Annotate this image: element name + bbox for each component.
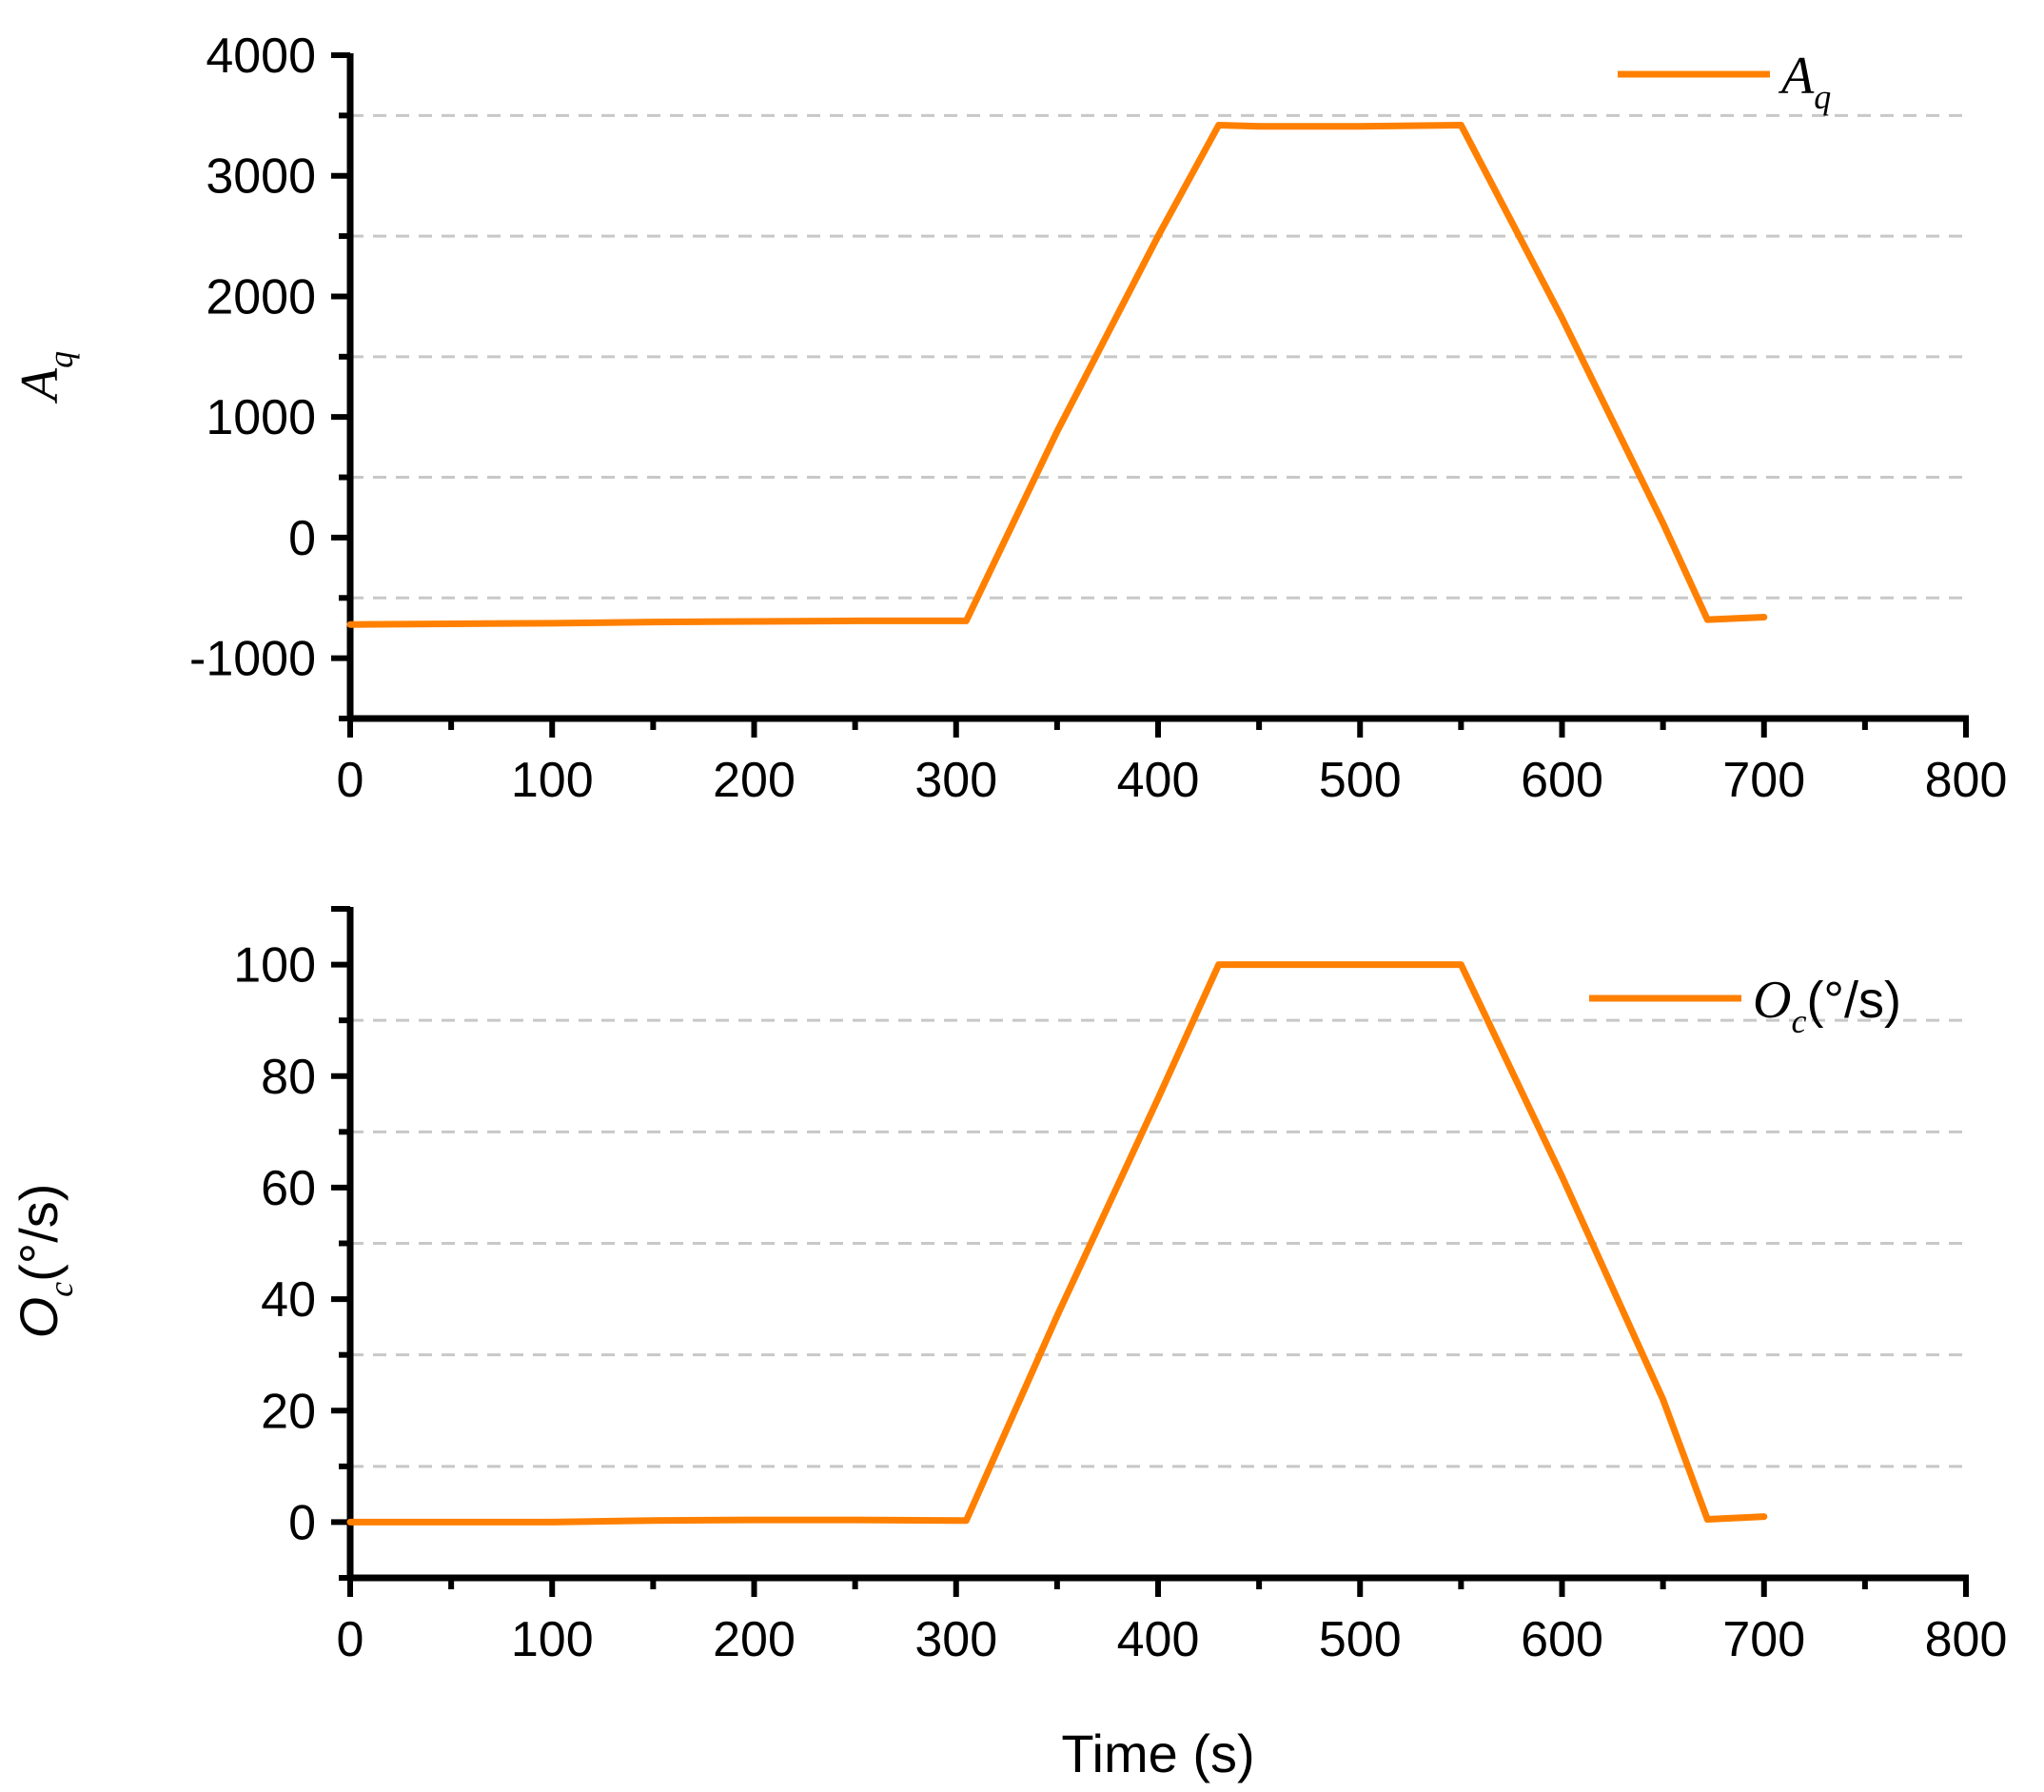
x-tick-label: 200: [713, 1612, 796, 1667]
x-tick-label: 500: [1319, 753, 1402, 808]
y-tick-label: -1000: [189, 632, 316, 687]
y-tick-label: 40: [261, 1272, 316, 1328]
x-tick-label: 700: [1722, 753, 1805, 808]
x-tick-label: 800: [1925, 1612, 2008, 1667]
y-axis-title: Oc(°/s): [9, 1184, 80, 1339]
x-tick-label: 400: [1117, 753, 1200, 808]
chart-panel-1: -1000 0 1000 2000 3000 4000 0 100 200 300 400 500 60…: [10, 29, 2007, 808]
y-tick-label: 20: [261, 1384, 316, 1439]
y-tick-label: 1000: [206, 390, 316, 445]
series-line-1: [346, 961, 1768, 1526]
x-tick-label: 700: [1722, 1612, 1805, 1667]
x-tick-label: 400: [1117, 1612, 1200, 1667]
y-tick-label: 80: [261, 1050, 316, 1105]
y-tick-label: 100: [233, 938, 316, 994]
y-tick-label: 60: [261, 1161, 316, 1216]
x-axis-title: Time (s): [1061, 1723, 1254, 1783]
x-tick-label: 600: [1521, 753, 1603, 808]
x-tick-label: 600: [1521, 1612, 1603, 1667]
x-tick-label: 300: [914, 753, 997, 808]
y-tick-label: 0: [288, 511, 316, 566]
y-tick-label: 3000: [206, 149, 316, 205]
x-tick-label: 0: [337, 753, 364, 808]
series-line-1: [346, 122, 1768, 628]
y-tick-label: 2000: [206, 269, 316, 325]
chart-panel-2: 0 20 40 60 80 100 0 100 200 300 400 500 600 700 800 Oc(…: [9, 906, 2008, 1783]
y-tick-label: 4000: [206, 29, 316, 84]
legend-label: Oc(°/s): [1753, 971, 1901, 1040]
x-tick-label: 300: [914, 1612, 997, 1667]
legend-label: Aq: [1778, 47, 1831, 116]
x-tick-label: 200: [713, 753, 796, 808]
x-tick-label: 100: [511, 1612, 594, 1667]
y-tick-label: 0: [288, 1495, 316, 1550]
x-tick-label: 100: [511, 753, 594, 808]
x-tick-label: 500: [1319, 1612, 1402, 1667]
y-axis-title: Aq: [10, 351, 80, 404]
x-tick-label: 0: [337, 1612, 364, 1667]
x-tick-label: 800: [1925, 753, 2008, 808]
